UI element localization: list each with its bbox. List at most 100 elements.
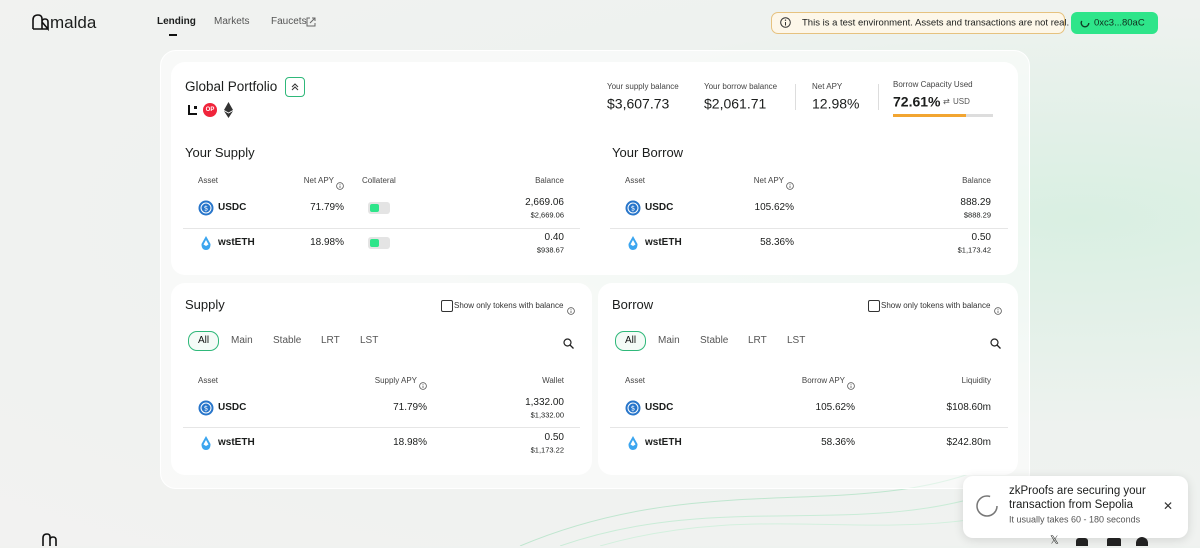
info-icon (786, 177, 794, 190)
unit-swap-icon[interactable]: ⇄ (943, 97, 950, 107)
portfolio-card (171, 62, 1018, 275)
column-header: Liquidity (961, 376, 991, 386)
mail-link[interactable] (1107, 538, 1121, 546)
stat-label: Your supply balance (607, 82, 679, 92)
filter-tab[interactable]: All (188, 331, 220, 351)
filter-tab[interactable]: LST (787, 335, 806, 346)
wallet-address: 0xc3...80aC (1094, 17, 1145, 29)
filter-label: Show only tokens with balance (881, 301, 991, 311)
usdc-icon: $ (625, 400, 641, 416)
info-icon-svg (419, 382, 427, 390)
chain-icon (188, 105, 197, 115)
nav-link[interactable]: Markets (214, 16, 250, 27)
supply-card (171, 283, 592, 475)
portfolio-title: Global Portfolio (185, 78, 278, 94)
filter-tab[interactable]: LRT (321, 335, 340, 346)
panel-title: Borrow (612, 297, 654, 313)
wsteth-icon-svg (201, 236, 211, 250)
filter-tab[interactable]: Main (658, 335, 680, 346)
info-icon-svg (847, 382, 855, 390)
column-header: Collateral (362, 176, 396, 186)
amount-usd: $2,669.06 (530, 210, 564, 220)
capacity-track (893, 114, 993, 117)
wsteth-icon-svg (201, 436, 211, 450)
column-header: Balance (962, 176, 991, 186)
balance-checkbox[interactable] (868, 300, 880, 312)
amount: 0.40 (544, 232, 564, 243)
eth-icon (224, 102, 233, 118)
filter-tab[interactable]: Main (231, 335, 253, 346)
wsteth-icon-svg (628, 436, 638, 450)
borrow-card (598, 283, 1018, 475)
filter-label: Show only tokens with balance (454, 301, 564, 311)
usdc-icon: $ (198, 400, 214, 416)
amount: 0.50 (544, 432, 564, 443)
toast-subtitle: It usually takes 60 - 180 seconds (1009, 514, 1141, 525)
external-icon (306, 17, 316, 27)
usdc-icon-svg: $ (625, 200, 641, 216)
amount-usd: $1,332.00 (530, 410, 564, 420)
filter-tab[interactable]: LST (360, 335, 379, 346)
toast-close[interactable]: ✕ (1163, 498, 1174, 513)
column-header: Asset (625, 176, 646, 186)
filter-tab[interactable]: All (615, 331, 647, 351)
svg-text:$: $ (204, 405, 208, 413)
wsteth-icon (625, 235, 641, 251)
collateral-toggle[interactable] (368, 202, 390, 214)
amount: 888.29 (960, 197, 991, 208)
capacity-label: Borrow Capacity Used (893, 80, 973, 90)
x-link[interactable]: 𝕏 (1050, 534, 1059, 547)
filter-tab[interactable]: LRT (748, 335, 767, 346)
nav-underline (169, 34, 177, 36)
filter-tab[interactable]: Stable (700, 335, 729, 346)
apy-value: 18.98% (393, 437, 427, 448)
column-header: Asset (198, 176, 219, 186)
column-header: Wallet (542, 376, 564, 386)
asset-name: wstETH (645, 237, 682, 248)
svg-text:$: $ (204, 205, 208, 213)
chain-badge: OP (203, 103, 217, 117)
apy-value: 71.79% (393, 402, 427, 413)
collateral-toggle[interactable] (368, 237, 390, 249)
search-icon-svg (990, 338, 1001, 349)
column-header: Balance (535, 176, 564, 186)
usdc-icon: $ (198, 200, 214, 216)
apy-value: 105.62% (815, 402, 855, 413)
collapse-button[interactable] (285, 77, 305, 97)
amount-usd: $888.29 (963, 210, 991, 220)
usdc-icon-svg: $ (198, 400, 214, 416)
row-divider (610, 427, 1008, 428)
telegram-link[interactable] (1136, 537, 1148, 546)
row-divider (610, 228, 1008, 229)
amount: 2,669.06 (525, 197, 564, 208)
logo[interactable]: malda (50, 12, 97, 32)
amount-usd: $938.67 (536, 245, 564, 255)
wallet-button[interactable] (1071, 12, 1158, 34)
wsteth-icon (198, 435, 214, 451)
nav-link[interactable]: Faucets (271, 16, 307, 27)
amount: 0.50 (971, 232, 991, 243)
wsteth-icon (198, 235, 214, 251)
asset-name: USDC (218, 402, 247, 413)
apy-value: 71.79% (310, 202, 344, 213)
toggle-knob (370, 239, 379, 247)
capacity-bar (893, 114, 966, 117)
capacity-unit: USD (953, 97, 970, 107)
stat-value: $3,607.73 (607, 95, 670, 112)
filter-tab[interactable]: Stable (273, 335, 302, 346)
balance-checkbox[interactable] (441, 300, 453, 312)
discord-link[interactable] (1076, 538, 1088, 546)
row-divider (183, 427, 580, 428)
asset-name: wstETH (218, 437, 255, 448)
wallet-spinner (1080, 18, 1090, 28)
stat-value: $2,061.71 (704, 95, 767, 112)
apy-value: 18.98% (310, 237, 344, 248)
usdc-icon-svg: $ (625, 400, 641, 416)
asset-name: USDC (218, 202, 247, 213)
footer-logo (42, 533, 57, 546)
nav-link[interactable]: Lending (157, 16, 196, 27)
amount: $242.80m (946, 437, 991, 448)
toggle-knob (370, 204, 379, 212)
